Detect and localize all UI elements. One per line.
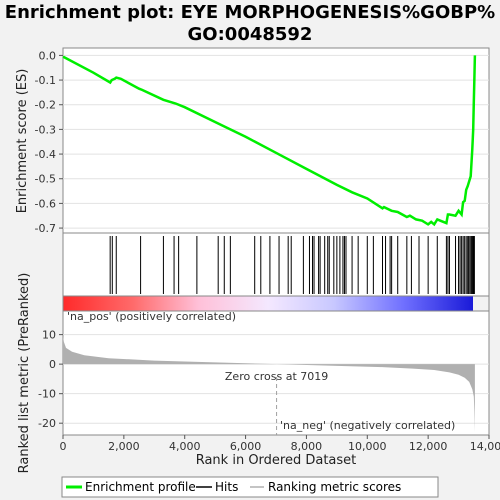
es-axis-label: Enrichment score (ES) (15, 69, 30, 214)
es-panel-frame (62, 47, 490, 234)
rank-x-tick-label: 12,000 (409, 440, 448, 453)
rank-x-tick-label: 4,000 (169, 440, 201, 453)
rank-x-tick-label: 6,000 (230, 440, 262, 453)
legend-ranking-label: Ranking metric scores (268, 480, 401, 494)
rank-x-tick-label: 8,000 (291, 440, 323, 453)
rank-x-tick-label: 10,000 (348, 440, 387, 453)
es-y-tick-label: -0.7 (35, 222, 56, 235)
legend-hits-label: Hits (215, 480, 238, 494)
es-y-tick-label: -0.5 (35, 173, 56, 186)
es-y-tick-label: -0.4 (35, 148, 56, 161)
es-y-tick-label: -0.1 (35, 74, 56, 87)
hits-panel-frame (62, 232, 490, 297)
rank-y-ticks: 10 0 -10 -20 (38, 329, 63, 430)
rank-x-tick-label: 14,000 (470, 440, 500, 453)
rank-x-tick-label: 2,000 (108, 440, 140, 453)
rank-x-axis-label: Rank in Ordered Dataset (196, 453, 357, 468)
es-y-tick-label: -0.2 (35, 99, 56, 112)
chart-title-line-2: GO:0048592 (188, 24, 313, 45)
rank-gridlines (63, 334, 489, 424)
chart-title-line-1: Enrichment plot: EYE MORPHOGENESIS%GOBP% (5, 2, 495, 23)
es-y-ticks: 0.0 -0.1 -0.2 -0.3 -0.4 -0.5 -0.6 -0.7 (35, 49, 63, 235)
rank-y-tick-label: 0 (49, 358, 56, 371)
hits-markers (109, 236, 475, 294)
rank-color-bar (63, 296, 473, 311)
legend-enrichment-label: Enrichment profile (85, 480, 196, 494)
es-y-tick-label: -0.6 (35, 197, 56, 210)
enrichment-profile-line (62, 55, 477, 227)
rank-x-tick-label: 0 (60, 440, 67, 453)
rank-y-tick-label: -20 (38, 417, 56, 430)
positive-correlation-label: 'na_pos' (positively correlated) (67, 310, 236, 323)
rank-y-tick-label: -10 (38, 388, 56, 401)
rank-y-tick-label: 10 (42, 329, 56, 342)
es-y-tick-label: -0.3 (35, 123, 56, 136)
rank-x-ticks: 0 2,000 4,000 6,000 8,000 10,000 12,000 14,000 (60, 435, 500, 453)
rank-y-axis-label: Ranked list metric (PreRanked) (17, 273, 32, 474)
negative-correlation-label: 'na_neg' (negatively correlated) (280, 419, 455, 432)
zero-cross-label: Zero cross at 7019 (225, 370, 328, 383)
es-y-tick-label: 0.0 (39, 49, 57, 62)
rank-panel-frame (62, 310, 490, 436)
